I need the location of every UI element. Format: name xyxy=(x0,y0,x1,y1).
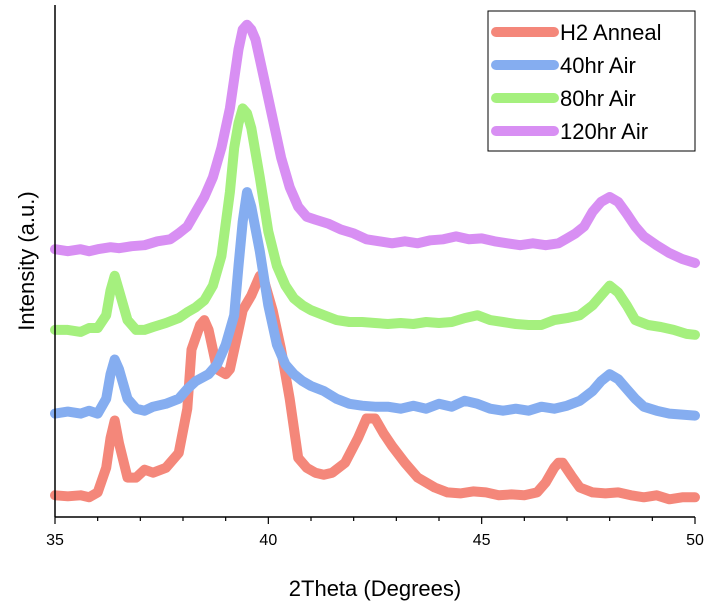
series-line-1 xyxy=(50,187,700,421)
plot-area xyxy=(50,19,700,505)
axes: 35 40 45 50 xyxy=(46,5,704,549)
legend-label-0: H2 Anneal xyxy=(560,20,662,45)
legend: H2 Anneal 40hr Air 80hr Air 120hr Air xyxy=(487,10,696,152)
series-line-3 xyxy=(50,19,700,268)
legend-label-2: 80hr Air xyxy=(560,86,636,111)
y-axis-title: Intensity (a.u.) xyxy=(14,191,39,330)
x-axis-title: 2Theta (Degrees) xyxy=(289,576,461,601)
legend-label-3: 120hr Air xyxy=(560,119,648,144)
x-tick-label: 40 xyxy=(259,532,277,549)
legend-label-1: 40hr Air xyxy=(560,53,636,78)
x-tick-label: 45 xyxy=(473,532,491,549)
x-tick-label: 50 xyxy=(686,532,704,549)
series-line-2 xyxy=(50,103,700,340)
x-tick-label: 35 xyxy=(46,532,64,549)
series-line-0 xyxy=(50,270,700,505)
